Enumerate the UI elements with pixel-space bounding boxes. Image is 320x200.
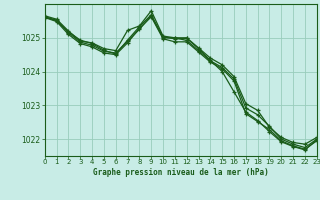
X-axis label: Graphe pression niveau de la mer (hPa): Graphe pression niveau de la mer (hPa) bbox=[93, 168, 269, 177]
